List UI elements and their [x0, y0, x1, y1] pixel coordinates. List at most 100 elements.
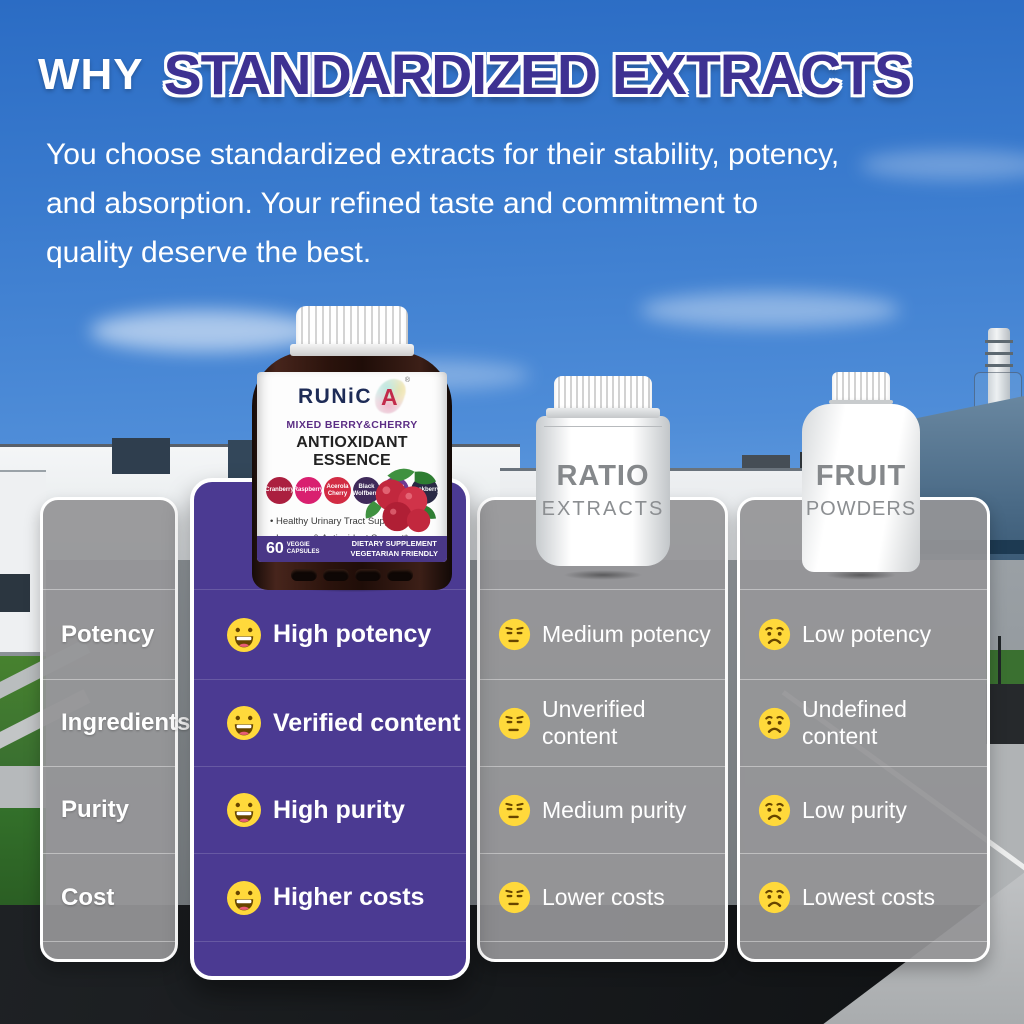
- comparison-cell: Low purity: [740, 766, 987, 853]
- row-label-cost: Cost: [43, 853, 175, 941]
- roof-vent: [742, 455, 790, 468]
- registered-symbol: ®: [404, 377, 410, 384]
- brand-logo: RUNiC A ®: [257, 374, 447, 418]
- happy-emoji-icon: [226, 617, 262, 653]
- capsule: [355, 569, 381, 581]
- bottle-cap-ring: [290, 344, 414, 356]
- column-footer-spacer: [194, 941, 466, 976]
- cloud: [90, 310, 320, 352]
- chimney-band: [985, 352, 1013, 355]
- capsule-count-number: 60: [266, 540, 284, 557]
- product-bottle: RUNiC A ® MIXED BERRY&CHERRY ANTIOXIDANT…: [252, 306, 452, 594]
- fence: [0, 652, 46, 656]
- product-label: RUNiC A ® MIXED BERRY&CHERRY ANTIOXIDANT…: [257, 372, 447, 562]
- benefit-item: Healthy Urinary Tract Support*: [270, 513, 447, 530]
- neutral-emoji-icon: [498, 707, 531, 740]
- jar-seam: [544, 426, 662, 427]
- sad-emoji-icon: [758, 707, 791, 740]
- cell-text: Verified content: [273, 708, 461, 737]
- capsule: [323, 569, 349, 581]
- neutral-emoji-icon: [498, 794, 531, 827]
- product-name: ANTIOXIDANT ESSENCE: [296, 434, 408, 469]
- cell-text: Lowest costs: [802, 884, 935, 910]
- column-ratio-extracts: Medium potency Unverified content Medium…: [477, 497, 728, 962]
- bottle-cap-seam: [829, 400, 893, 404]
- column-footer-spacer: [740, 941, 987, 959]
- column-fruit-powders: Low potency Undefined content Low purity…: [737, 497, 990, 962]
- intro-line: and absorption. Your refined taste and c…: [46, 187, 759, 220]
- roof-post: [800, 452, 803, 468]
- capsule-count-unit: VEGGIE CAPSULES: [286, 541, 320, 555]
- sad-emoji-icon: [758, 618, 791, 651]
- bottle-cap: [296, 306, 408, 350]
- neutral-emoji-icon: [498, 881, 531, 914]
- building-panel: [112, 438, 170, 474]
- grass: [986, 650, 1024, 684]
- sad-emoji-icon: [758, 794, 791, 827]
- comparison-cell: Medium potency: [480, 589, 725, 679]
- jar-label-line1: RATIO: [556, 460, 650, 492]
- cell-text: Medium purity: [542, 796, 687, 823]
- product-flavor: MIXED BERRY&CHERRY: [286, 419, 418, 431]
- comparison-row-labels-column: Potency Ingredients Purity Cost: [40, 497, 190, 962]
- cloud: [640, 292, 900, 328]
- comparison-cell: Lower costs: [480, 853, 725, 941]
- cloud: [860, 150, 1024, 180]
- jar-cap: [554, 376, 652, 412]
- cell-text: Unverified content: [542, 696, 646, 749]
- bottle-cap: [832, 372, 890, 404]
- supplement-note: DIETARY SUPPLEMENT VEGETARIAN FRIENDLY: [350, 539, 438, 558]
- jar-body: [536, 416, 670, 566]
- headline-prefix: WHY: [38, 50, 144, 99]
- comparison-cell: Verified content: [194, 679, 466, 766]
- capsules-visible: [266, 566, 438, 584]
- left-building-window: [0, 574, 30, 612]
- label-bottom-band: 60 VEGGIE CAPSULES DIETARY SUPPLEMENT VE…: [257, 536, 447, 562]
- ratio-extracts-jar: RATIO EXTRACTS: [536, 376, 670, 582]
- comparison-cell: Medium purity: [480, 766, 725, 853]
- happy-emoji-icon: [226, 792, 262, 828]
- bottle-shadow: [546, 568, 660, 582]
- column-header-spacer: [43, 500, 175, 589]
- chimney-band: [985, 340, 1013, 343]
- happy-emoji-icon: [226, 705, 262, 741]
- cell-text: Undefined content: [802, 696, 907, 749]
- comparison-cell: Undefined content: [740, 679, 987, 766]
- intro-line: You choose standardized extracts for the…: [46, 138, 840, 171]
- bottle-label-line2: POWDERS: [805, 498, 917, 520]
- happy-emoji-icon: [226, 880, 262, 916]
- intro-line: quality deserve the best.: [46, 236, 372, 269]
- brand-mark-letter: A: [381, 384, 398, 410]
- page-title: STANDARDIZED EXTRACTS: [163, 43, 912, 107]
- neutral-emoji-icon: [498, 618, 531, 651]
- brand-mark: A ®: [371, 374, 410, 418]
- jar-label-line2: EXTRACTS: [541, 498, 665, 520]
- cell-text: Medium potency: [542, 621, 711, 647]
- grass: [0, 808, 46, 912]
- walkway: [0, 766, 46, 808]
- berries-illustration: [358, 462, 444, 538]
- asphalt-road: [986, 684, 1024, 744]
- cell-text: High potency: [273, 620, 432, 648]
- bottle-body: [802, 404, 920, 572]
- ingredient-badge: Raspberry: [294, 477, 323, 504]
- cell-text: Lower costs: [542, 884, 665, 910]
- pole: [998, 636, 1001, 724]
- comparison-cell: Low potency: [740, 589, 987, 679]
- headline: WHY STANDARDIZED EXTRACTS: [38, 42, 998, 108]
- capsule-count: 60 VEGGIE CAPSULES: [266, 540, 319, 558]
- ingredient-badge: Cranberry: [265, 477, 294, 504]
- column-footer-spacer: [480, 941, 725, 959]
- row-label-purity: Purity: [43, 766, 175, 853]
- capsule: [387, 569, 413, 581]
- cell-text: High purity: [273, 795, 405, 824]
- jar-rim: [546, 408, 660, 418]
- column-footer-spacer: [43, 941, 175, 959]
- cell-text: Higher costs: [273, 883, 425, 911]
- fruit-powders-bottle: FRUIT POWDERS: [802, 372, 920, 582]
- cell-text: Low purity: [802, 796, 907, 823]
- comparison-cell: High potency: [194, 589, 466, 679]
- comparison-cell: Higher costs: [194, 853, 466, 941]
- comparison-cell: Lowest costs: [740, 853, 987, 941]
